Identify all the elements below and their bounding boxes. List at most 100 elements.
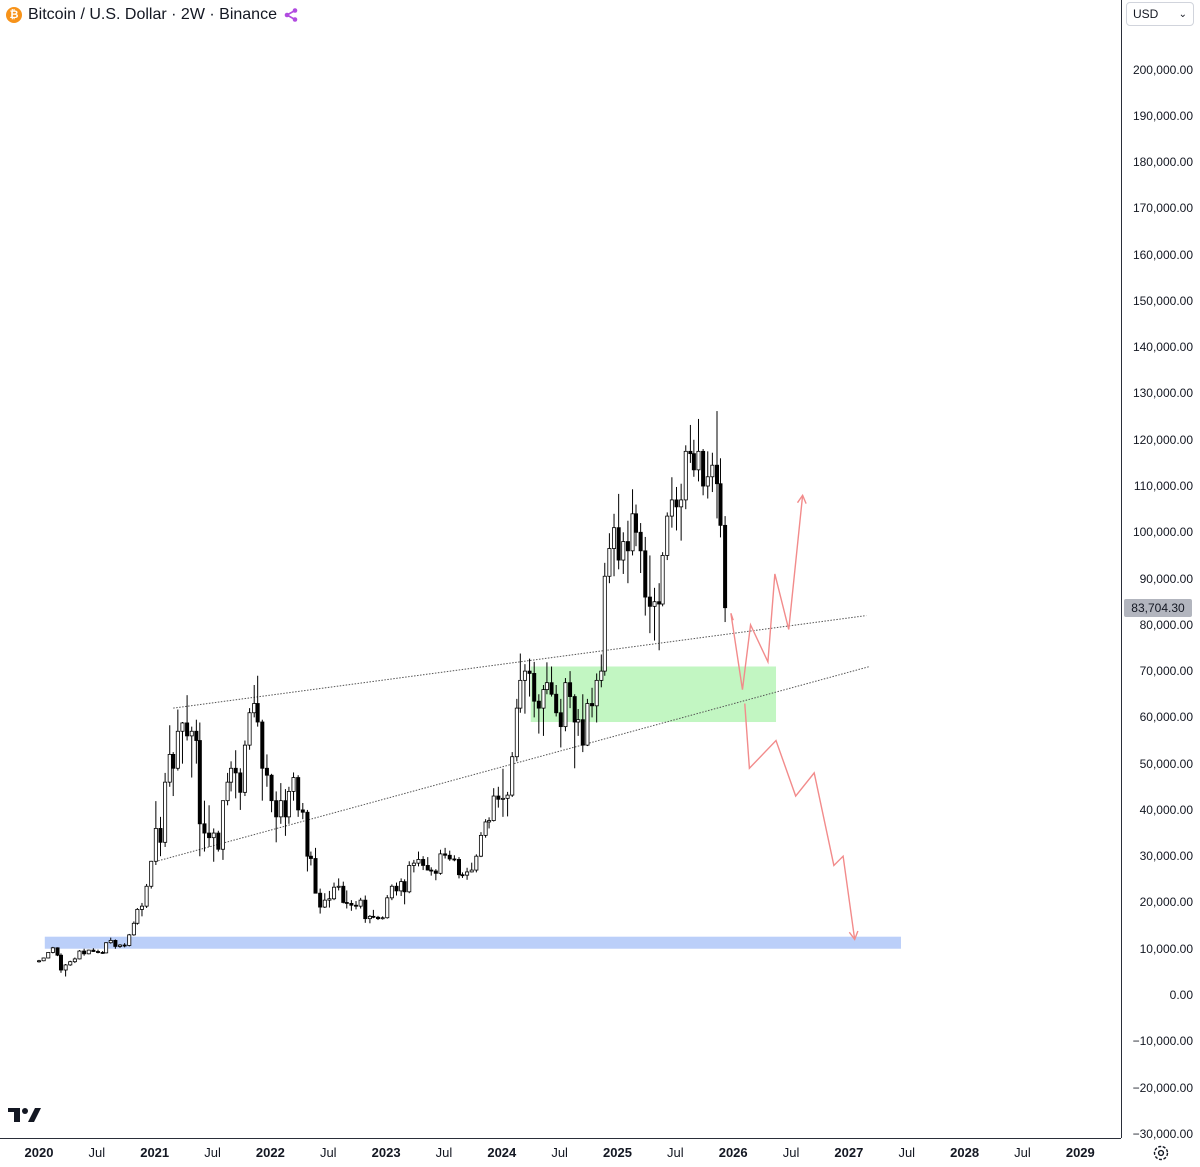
candle [568,682,573,697]
candle [594,679,599,707]
time-label: 2026 [718,1145,748,1160]
candle [167,753,172,783]
candle [483,821,488,836]
candle [100,952,105,954]
candle [715,464,720,485]
candle [416,859,421,864]
time-label: 2021 [140,1145,170,1160]
candle [452,858,457,861]
price-tick: 70,000.00 [1139,664,1193,679]
time-scale[interactable]: 2020 Jul 2021 Jul 2022 Jul 2023 Jul 2024 Jul 2025 J… [0,1138,1121,1167]
candle [380,917,385,920]
candle [394,885,399,892]
candle [46,952,51,959]
candle [207,832,212,839]
time-label: Jul [204,1145,221,1160]
candle [122,944,127,947]
time-label: 2023 [371,1145,401,1160]
price-tick: 80,000.00 [1139,617,1193,632]
candle [510,756,515,796]
candle [652,601,657,607]
candle [474,855,479,871]
price-tick: 180,000.00 [1132,155,1193,170]
candle [55,947,60,956]
candle [421,859,426,866]
candle [220,800,225,850]
candle [255,703,260,723]
share-icon[interactable] [283,7,299,23]
candle [438,853,443,874]
candle [669,499,674,517]
candle [189,730,194,737]
candle [185,722,190,737]
candle [505,794,510,799]
candle [518,679,523,709]
candle [91,949,96,952]
upper-trendline [173,615,867,709]
candle [411,862,416,866]
candle [590,703,595,707]
candle [500,797,505,800]
candle [638,531,643,552]
currency-select[interactable]: USD ⌄ [1126,2,1194,26]
candle [691,453,696,471]
tradingview-logo[interactable] [8,1106,42,1124]
price-tick: 90,000.00 [1139,571,1193,586]
candle [211,832,216,839]
time-label: 2020 [24,1145,54,1160]
candle [308,855,313,859]
candle [260,721,265,769]
candle [688,450,693,455]
time-label: Jul [898,1145,916,1160]
candle [77,950,82,960]
candle [447,854,452,860]
candle [514,707,519,758]
price-scale[interactable]: 200,000.00 190,000.00 180,000.00 170,000.00… [1121,0,1200,1141]
candle [460,874,465,877]
candle [602,575,607,672]
candle [300,809,305,813]
candle [37,960,42,963]
candle [158,828,163,843]
candle [443,853,448,856]
bitcoin-icon: ₿ [6,7,22,23]
candle [367,915,372,920]
candle [429,869,434,872]
price-tick: 170,000.00 [1132,201,1193,216]
candle [197,740,202,825]
candle [322,899,327,908]
candlestick-chart[interactable] [0,0,1121,1138]
chart-area[interactable] [0,0,1121,1138]
candle [354,904,359,907]
time-label: Jul [551,1145,568,1160]
candle [233,767,238,774]
candle [616,527,621,561]
candle [407,865,412,893]
price-tick: 190,000.00 [1132,108,1193,123]
time-label: Jul [319,1145,337,1160]
candle [478,834,483,857]
symbol-title[interactable]: Bitcoin / U.S. Dollar · 2W · Binance [28,6,277,23]
candle [274,800,279,818]
candle [554,693,559,714]
candle [68,961,73,966]
time-label: 2027 [834,1145,864,1160]
candle [153,828,158,862]
candle [599,670,604,681]
price-tick: 200,000.00 [1132,62,1193,77]
price-tick: 150,000.00 [1132,293,1193,308]
settings-icon[interactable] [1150,1142,1172,1164]
candle [696,450,701,471]
candle [291,777,296,792]
bullish-path [730,495,804,690]
candle [117,944,122,947]
time-label: 2028 [950,1145,980,1160]
candle [104,942,109,954]
candle [175,730,180,769]
candle [336,885,341,888]
price-tick: −30,000.00 [1132,1126,1193,1141]
candle [358,899,363,907]
candle [72,958,77,963]
price-tick: 10,000.00 [1139,941,1193,956]
candle [252,703,257,714]
